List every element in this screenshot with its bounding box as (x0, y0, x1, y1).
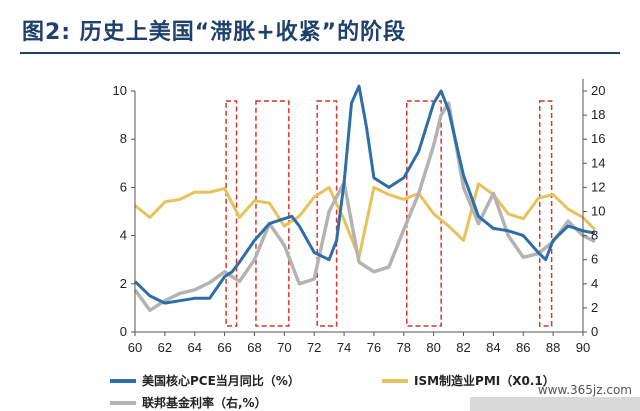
y-right-tick-label-6: 12 (591, 179, 605, 194)
x-tick-label-7: 74 (337, 340, 351, 355)
y-right-tick-label-7: 14 (591, 155, 605, 170)
y-right-tick-label-9: 18 (591, 107, 605, 122)
x-tick-label-6: 72 (307, 340, 321, 355)
y-left-tick-label-5: 10 (113, 83, 127, 98)
series-line-2 (133, 101, 596, 313)
y-right-tick-label-10: 20 (591, 83, 605, 98)
x-tick-label-12: 84 (486, 340, 500, 355)
y-right-tick-label-0: 0 (591, 324, 598, 339)
x-tick-label-1: 62 (158, 340, 172, 355)
highlight-box-2 (316, 100, 338, 327)
x-tick-label-2: 64 (187, 340, 201, 355)
highlight-box-4 (538, 100, 553, 327)
chart-title: 图2: 历史上美国“滞胀+收紧”的阶段 (22, 20, 407, 45)
highlight-box-3 (406, 100, 442, 327)
y-left-tick-label-1: 2 (120, 276, 127, 291)
y-right-tick-label-5: 10 (591, 204, 605, 219)
watermark-bar (470, 397, 640, 411)
legend-swatch-ism (382, 378, 408, 383)
y-left-tick-label-3: 6 (120, 179, 127, 194)
legend-swatch-fed (110, 400, 136, 405)
x-tick-label-15: 90 (576, 340, 590, 355)
highlight-box-0 (225, 100, 238, 327)
title-underline (20, 52, 620, 54)
legend-label-pce: 美国核心PCE当月同比（%） (142, 374, 300, 388)
y-left-tick-label-0: 0 (120, 324, 127, 339)
series-line-1 (134, 182, 596, 259)
series-lines (133, 84, 596, 313)
x-tick-label-8: 76 (367, 340, 381, 355)
x-tick-label-9: 78 (397, 340, 411, 355)
x-tick-label-11: 82 (456, 340, 470, 355)
y-right-tick-label-4: 8 (591, 228, 598, 243)
y-left-tick-label-4: 8 (120, 131, 127, 146)
y-left-tick-label-2: 4 (120, 228, 127, 243)
highlight-box-1 (255, 100, 290, 327)
x-tick-label-4: 68 (247, 340, 261, 355)
legend-entry-ism: ISM制造业PMI（X0.1） (382, 372, 555, 389)
x-tick-label-0: 60 (128, 340, 142, 355)
x-tick-label-13: 86 (516, 340, 530, 355)
x-tick-label-3: 66 (217, 340, 231, 355)
y-right-tick-label-1: 2 (591, 300, 598, 315)
y-right-tick-label-8: 16 (591, 131, 605, 146)
legend-entry-pce: 美国核心PCE当月同比（%） (110, 372, 300, 389)
legend-label-fed: 联邦基金利率（右,%） (142, 396, 267, 410)
legend-swatch-pce (110, 378, 136, 383)
legend-label-ism: ISM制造业PMI（X0.1） (414, 374, 555, 388)
series-line-0 (133, 84, 596, 305)
watermark: www.365jz.com (537, 383, 632, 397)
y-right-tick-label-3: 6 (591, 252, 598, 267)
x-tick-label-5: 70 (277, 340, 291, 355)
x-tick-label-10: 80 (426, 340, 440, 355)
legend-entry-fed: 联邦基金利率（右,%） (110, 394, 267, 411)
y-right-tick-label-2: 4 (591, 276, 598, 291)
x-tick-label-14: 88 (546, 340, 560, 355)
